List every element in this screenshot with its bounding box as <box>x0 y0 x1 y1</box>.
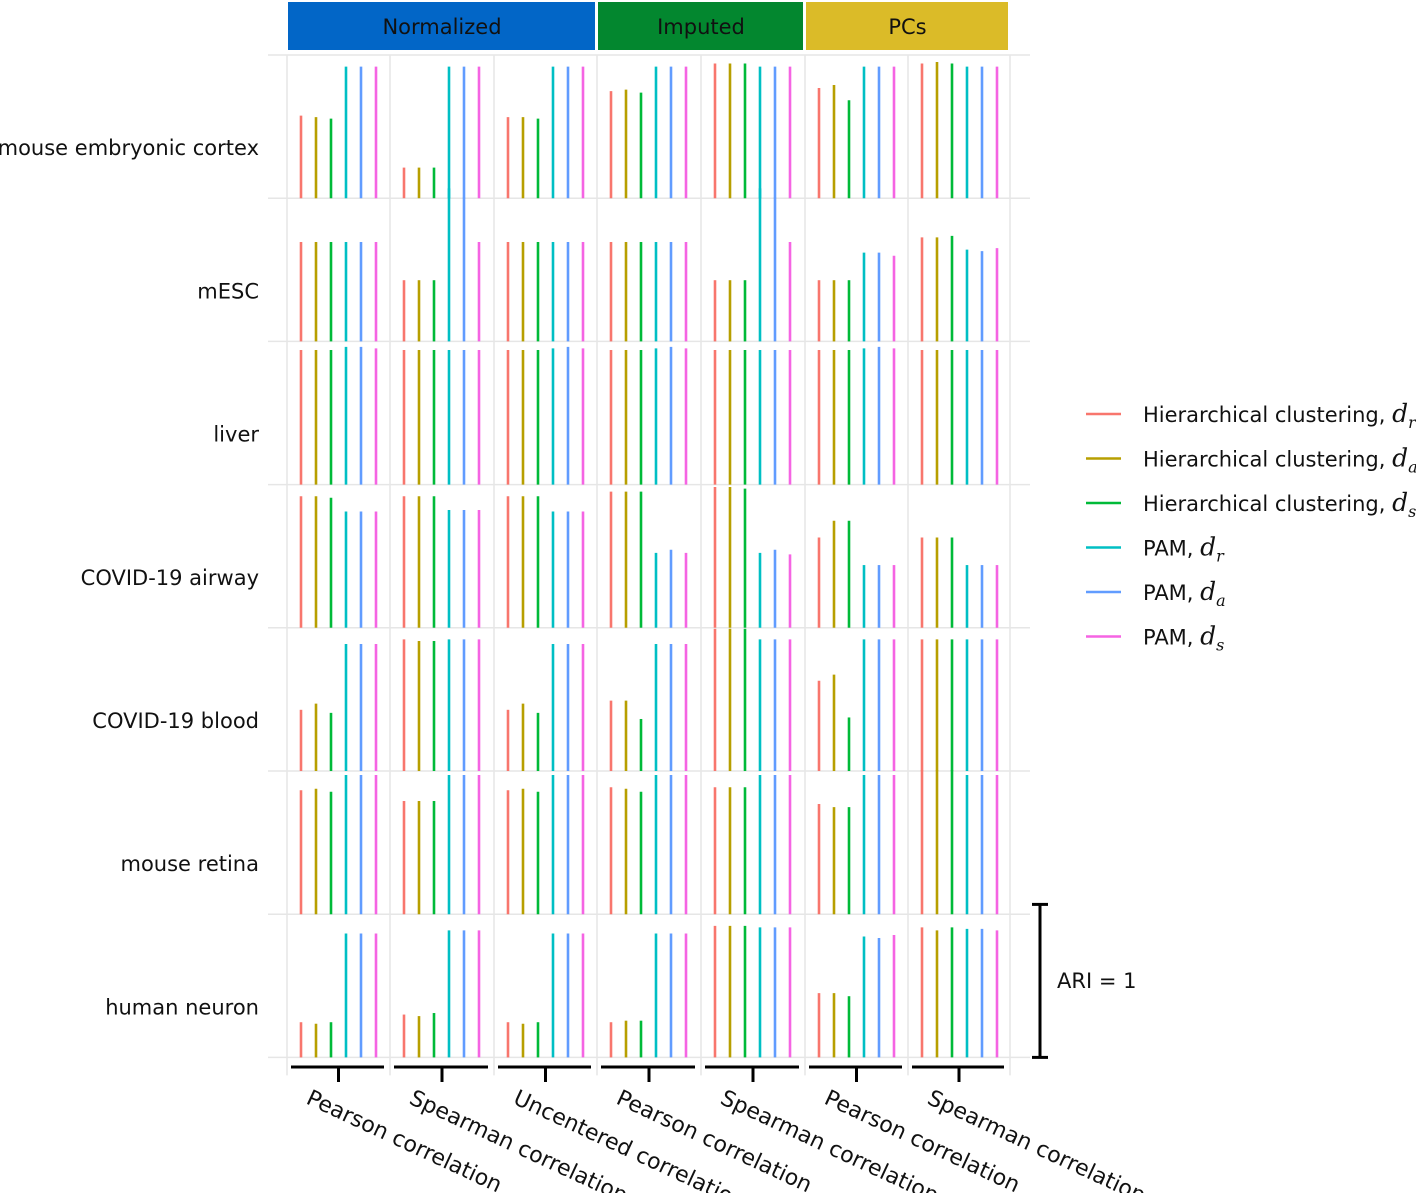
strip-label: PCs <box>888 15 926 39</box>
legend-item: Hierarchical clustering, ds <box>1086 488 1416 521</box>
legend-label: PAM, da <box>1143 577 1226 610</box>
dataset-label: liver <box>213 423 259 447</box>
method-strips: Normalized Imputed PCs <box>288 2 1008 50</box>
strip-label: Imputed <box>657 15 745 39</box>
legend-item: PAM, ds <box>1086 622 1224 655</box>
scale-bar-label: ARI = 1 <box>1057 969 1136 993</box>
legend-item: Hierarchical clustering, dr <box>1086 399 1416 432</box>
dataset-label: COVID-19 blood <box>92 709 259 733</box>
legend: Hierarchical clustering, dr Hierarchical … <box>1086 399 1416 655</box>
legend-item: PAM, dr <box>1086 533 1225 566</box>
x-tick-label: Spearman correlation <box>923 1086 1149 1193</box>
strip-background <box>806 2 1008 50</box>
dataset-label: mouse retina <box>121 852 260 876</box>
legend-label: PAM, ds <box>1143 622 1224 655</box>
dataset-label: mouse embryonic cortex <box>0 136 259 160</box>
legend-label: Hierarchical clustering, da <box>1143 444 1416 477</box>
legend-label: Hierarchical clustering, ds <box>1143 488 1416 521</box>
legend-item: PAM, da <box>1086 577 1226 610</box>
dataset-labels: mouse embryonic cortex mESC liver COVID-19 … <box>0 136 259 1019</box>
dataset-label: human neuron <box>105 995 259 1019</box>
legend-label: PAM, dr <box>1143 533 1225 566</box>
strip-background <box>598 2 803 50</box>
ari-scale-bar: ARI = 1 <box>1032 902 1136 1059</box>
bar-marks <box>299 62 999 1058</box>
strip-background <box>288 2 595 50</box>
strip-label: Normalized <box>382 15 501 39</box>
strip-imputed: Imputed <box>598 2 803 50</box>
dataset-label: COVID-19 airway <box>81 566 259 590</box>
strip-normalized: Normalized <box>288 2 595 50</box>
dataset-label: mESC <box>197 279 259 303</box>
legend-label: Hierarchical clustering, dr <box>1143 399 1416 432</box>
panel-grid <box>268 54 1030 1076</box>
legend-item: Hierarchical clustering, da <box>1086 444 1416 477</box>
strip-pcs: PCs <box>806 2 1008 50</box>
